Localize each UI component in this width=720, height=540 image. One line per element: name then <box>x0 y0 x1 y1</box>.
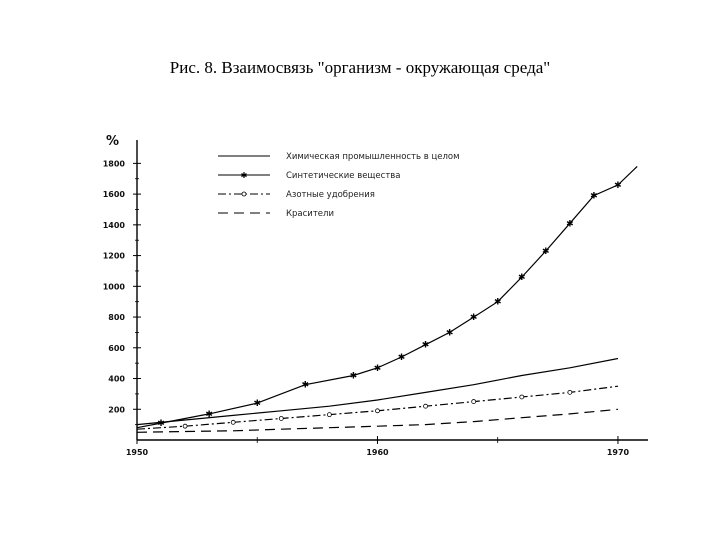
series-point-circle <box>278 416 284 421</box>
y-axis-label: % <box>106 134 119 149</box>
series-point-circle <box>326 412 332 418</box>
series-point-circle <box>230 419 236 425</box>
series-point-star: ✱ <box>614 181 622 191</box>
x-tick-label: 1950 <box>126 448 149 457</box>
series-point-star: ✱ <box>157 419 165 429</box>
series-point-circle <box>423 403 428 409</box>
y-tick-label: 800 <box>108 313 125 322</box>
y-tick-label: 1600 <box>103 190 126 199</box>
legend-label-1: Химическая промышленность в целом <box>286 152 460 162</box>
series-point-circle <box>182 423 188 429</box>
legend-marker-circle <box>241 191 247 197</box>
series-point-star: ✱ <box>566 219 574 229</box>
x-tick-label: 1970 <box>607 448 630 457</box>
legend-label-2: Синтетические вещества <box>286 171 401 181</box>
legend-label-3: Азотные удобрения <box>286 190 375 200</box>
series-point-star: ✱ <box>302 381 310 391</box>
y-tick-label: 600 <box>108 344 125 353</box>
series-point-star: ✱ <box>542 247 550 257</box>
series-line-3 <box>136 385 619 430</box>
y-tick-label: 1000 <box>103 282 126 291</box>
series-line-1 <box>136 357 619 426</box>
series-point-circle <box>471 399 477 404</box>
series-point-circle <box>567 389 573 395</box>
series-point-star: ✱ <box>398 353 406 363</box>
series-point-star: ✱ <box>590 192 598 202</box>
y-tick-label: 1200 <box>103 252 126 261</box>
series-point-star: ✱ <box>494 298 502 308</box>
series-point-star: ✱ <box>374 364 382 374</box>
x-tick-label: 1960 <box>366 448 389 457</box>
series-point-circle <box>519 394 525 400</box>
y-tick-label: 1800 <box>103 159 126 168</box>
legend-marker-star: ✱ <box>241 171 248 180</box>
series-line-4 <box>136 408 619 433</box>
series-point-star: ✱ <box>205 410 213 420</box>
series-point-star: ✱ <box>518 273 526 283</box>
y-tick-label: 1400 <box>103 221 126 230</box>
series-point-star: ✱ <box>446 328 454 338</box>
series-point-star: ✱ <box>470 313 478 323</box>
series-point-star: ✱ <box>350 371 358 381</box>
series-line-2 <box>136 165 638 429</box>
page-title: Рис. 8. Взаимосвязь "организм - окружающ… <box>169 58 551 77</box>
series-point-circle <box>375 408 380 414</box>
legend-label-4: Красители <box>286 209 334 219</box>
y-tick-label: 400 <box>108 375 125 384</box>
series-point-star: ✱ <box>422 341 430 351</box>
y-tick-label: 200 <box>108 405 125 414</box>
series-point-star: ✱ <box>253 399 261 409</box>
